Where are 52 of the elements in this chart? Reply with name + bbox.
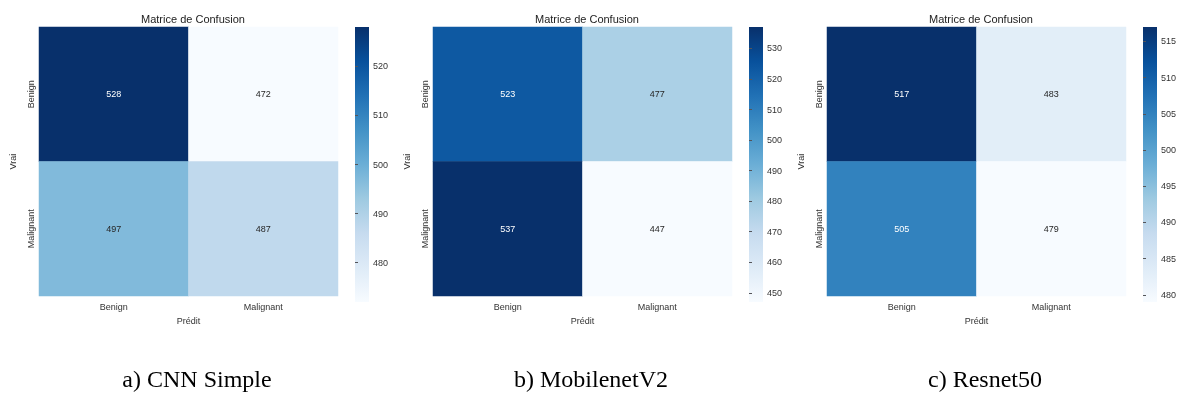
chart-title: Matrice de Confusion xyxy=(535,12,639,25)
color-bar-label: 500 xyxy=(373,159,389,170)
color-bar-label: 520 xyxy=(767,73,783,84)
data-label: 517 xyxy=(894,89,910,100)
color-bar-label: 480 xyxy=(373,257,389,268)
data-label: 537 xyxy=(500,223,516,234)
data-label: 479 xyxy=(1043,223,1059,234)
color-bar-label: 500 xyxy=(767,135,783,146)
color-bar-label: 510 xyxy=(767,104,783,115)
color-bar-label: 480 xyxy=(1161,289,1177,300)
color-bar-label: 490 xyxy=(373,208,389,219)
data-label: 447 xyxy=(649,223,665,234)
x-tick-label: Malignant xyxy=(1031,301,1072,312)
data-label: 487 xyxy=(255,223,271,234)
color-bar-label: 530 xyxy=(767,43,783,54)
color-bar-label: 480 xyxy=(767,196,783,207)
x-axis-title: Prédit xyxy=(176,315,201,326)
data-label: 528 xyxy=(106,89,122,100)
x-tick-label: Benign xyxy=(887,301,916,312)
x-axis-title: Prédit xyxy=(570,315,595,326)
color-bar-label: 470 xyxy=(767,226,783,237)
chart-title: Matrice de Confusion xyxy=(929,12,1033,25)
x-tick-label: Benign xyxy=(99,301,128,312)
y-axis-title: Vrai xyxy=(795,153,806,170)
color-bar-label: 460 xyxy=(767,257,783,268)
y-axis-title: Vrai xyxy=(7,153,18,170)
color-bar-label: 510 xyxy=(1161,72,1177,83)
color-bar-label: 495 xyxy=(1161,181,1177,192)
color-bar-label: 520 xyxy=(373,61,389,72)
data-label: 497 xyxy=(106,223,122,234)
color-bar-label: 490 xyxy=(767,165,783,176)
x-axis-title: Prédit xyxy=(964,315,989,326)
x-tick-label: Malignant xyxy=(637,301,678,312)
x-tick-label: Malignant xyxy=(243,301,284,312)
color-bar-label: 500 xyxy=(1161,145,1177,156)
color-bar-label: 515 xyxy=(1161,36,1177,47)
color-bar-label: 510 xyxy=(373,110,389,121)
text: c) Resnet50 xyxy=(927,366,1043,393)
color-bar-label: 485 xyxy=(1161,253,1177,264)
data-label: 505 xyxy=(894,223,910,234)
data-label: 483 xyxy=(1043,89,1059,100)
data-label: 523 xyxy=(500,89,516,100)
text: a) CNN Simple xyxy=(121,366,273,393)
text: b) MobilenetV2 xyxy=(513,366,669,393)
data-label: 472 xyxy=(255,89,271,100)
x-tick-label: Benign xyxy=(493,301,522,312)
y-axis-title: Vrai xyxy=(401,153,412,170)
color-bar-label: 450 xyxy=(767,287,783,298)
chart-title: Matrice de Confusion xyxy=(141,12,245,25)
color-bar-label: 505 xyxy=(1161,108,1177,119)
color-bar-label: 490 xyxy=(1161,217,1177,228)
data-label: 477 xyxy=(649,89,665,100)
